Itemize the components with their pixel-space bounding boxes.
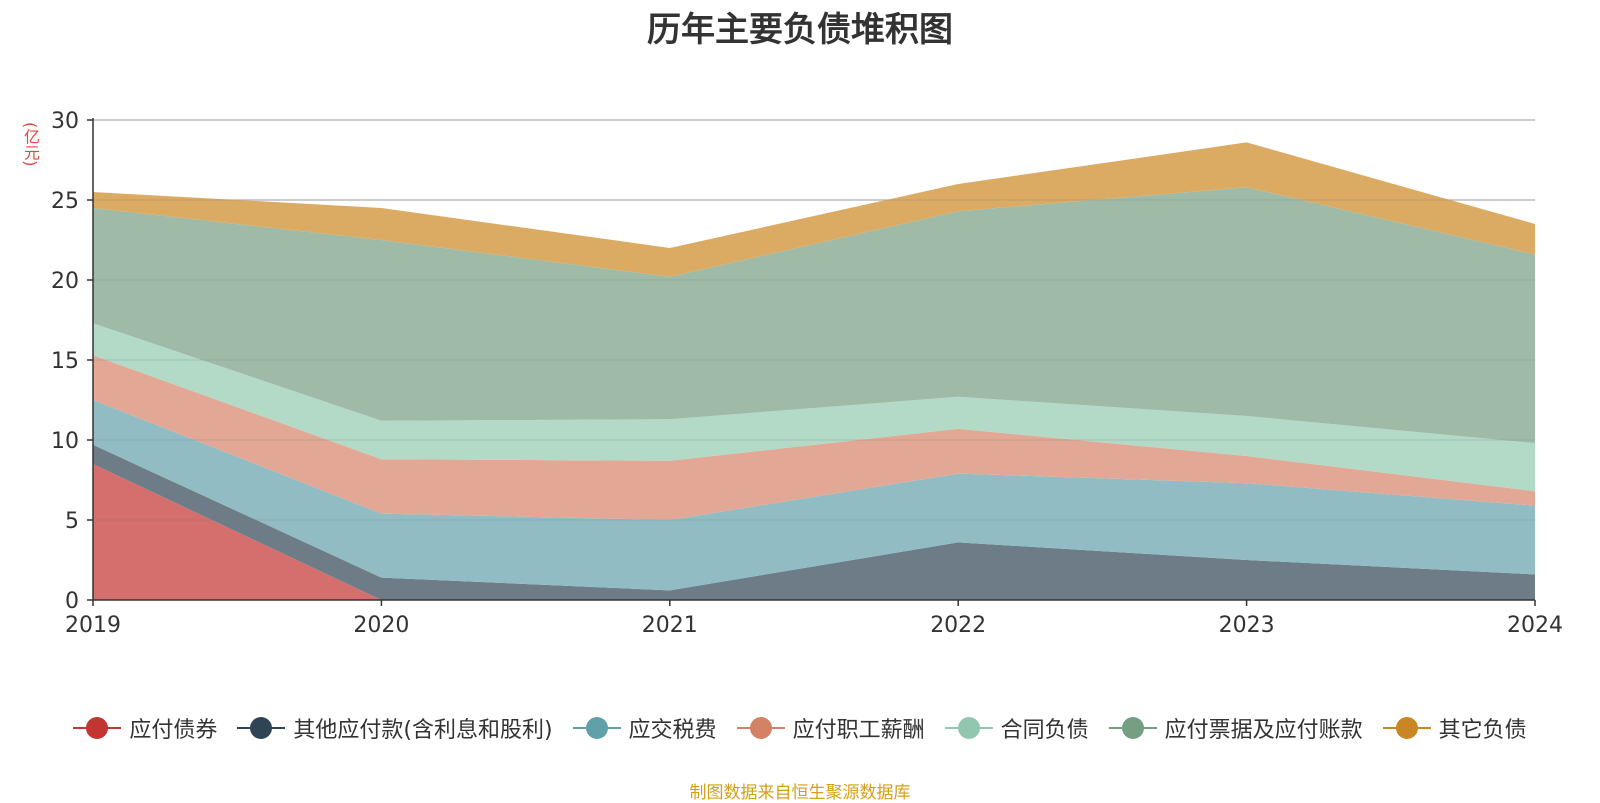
y-tick-label-30: 30	[51, 109, 79, 134]
legend-label: 其它负债	[1438, 718, 1527, 743]
legend-item-6[interactable]: 其它负债	[1382, 712, 1527, 744]
legend-label: 应付债券	[129, 718, 218, 743]
x-tick-label-2021: 2021	[642, 613, 698, 638]
legend-label: 合同负债	[1000, 718, 1089, 743]
legend-item-3[interactable]: 应付职工薪酬	[736, 712, 925, 744]
legend-item-1[interactable]: 其他应付款(含利息和股利)	[237, 712, 553, 744]
area-series-3	[93, 355, 1535, 520]
x-tick-label-2022: 2022	[930, 613, 986, 638]
area-series-5	[93, 187, 1535, 444]
y-tick-label-20: 20	[51, 269, 79, 294]
legend-marker-icon	[73, 715, 122, 741]
y-tick-label-0: 0	[65, 589, 79, 614]
legend-item-5[interactable]: 应付票据及应付账款	[1108, 712, 1363, 744]
stacked-area-chart: 0 5 10 15 20 25 30 2019 2020 2021 2022 2023 2024	[51, 109, 1563, 638]
area-series-4	[93, 323, 1535, 492]
y-tick-label-25: 25	[51, 189, 79, 214]
legend-label: 应付职工薪酬	[792, 718, 925, 743]
x-tick-label-2024: 2024	[1507, 613, 1563, 638]
y-tick-label-15: 15	[51, 349, 79, 374]
legend-marker-icon	[944, 715, 993, 741]
legend-label: 应付票据及应付账款	[1164, 718, 1363, 743]
x-tick-label-2019: 2019	[65, 613, 121, 638]
area-series-1	[93, 444, 1535, 600]
axes: 0 5 10 15 20 25 30 2019 2020 2021 2022 2023 2024	[51, 109, 1563, 638]
y-tick-label-5: 5	[65, 509, 79, 534]
legend-marker-icon	[1108, 715, 1157, 741]
x-tick-label-2020: 2020	[353, 613, 409, 638]
x-tick-label-2023: 2023	[1219, 613, 1275, 638]
legend-label: 应交税费	[628, 718, 717, 743]
legend-item-2[interactable]: 应交税费	[572, 712, 717, 744]
series-areas	[93, 119, 1535, 600]
legend-marker-icon	[572, 715, 621, 741]
area-series-6	[93, 142, 1535, 277]
source-note: 制图数据来自恒生聚源数据库	[689, 783, 911, 803]
legend: 应付债券 其他应付款(含利息和股利) 应交税费 应付职工薪酬 合同负债 应付票据及应付账款…	[0, 712, 1600, 744]
legend-marker-icon	[237, 715, 286, 741]
legend-marker-icon	[1382, 715, 1431, 741]
area-series-0	[93, 464, 1535, 600]
legend-label: 其他应付款(含利息和股利)	[293, 718, 553, 743]
y-axis-unit-label: (亿元)	[21, 122, 40, 167]
chart-title: 历年主要负债堆积图	[647, 10, 953, 50]
y-tick-label-10: 10	[51, 429, 79, 454]
area-series-2	[93, 400, 1535, 591]
legend-marker-icon	[736, 715, 785, 741]
legend-item-4[interactable]: 合同负债	[944, 712, 1089, 744]
legend-item-0[interactable]: 应付债券	[73, 712, 217, 744]
